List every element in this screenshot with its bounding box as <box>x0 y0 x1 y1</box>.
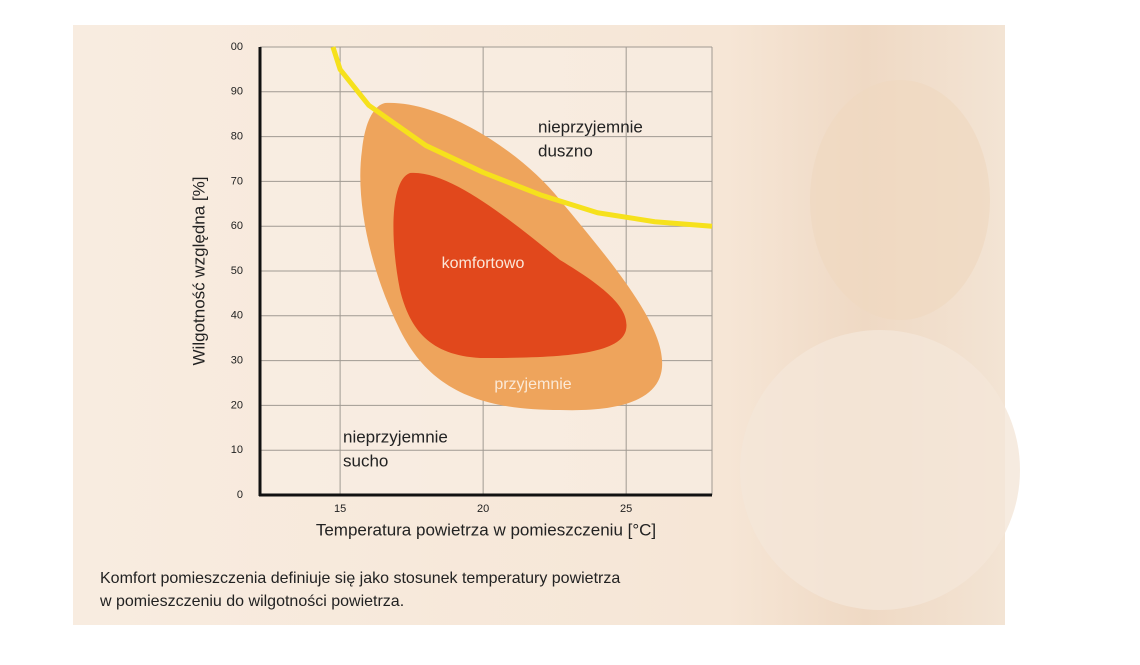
x-axis-label: Temperatura powietrza w pomieszczeniu [°… <box>316 520 656 539</box>
x-tick-label: 20 <box>477 503 489 515</box>
y-tick-label: 20 <box>231 399 243 411</box>
y-tick-label: 70 <box>231 175 243 187</box>
y-tick-label: 90 <box>231 86 243 98</box>
annotation: nieprzyjemnie <box>343 427 448 446</box>
annotation: przyjemnie <box>494 376 571 393</box>
y-axis-label: Wilgotność względna [%] <box>189 177 208 366</box>
annotation: duszno <box>538 141 593 160</box>
y-tick-label: 10 <box>231 444 243 456</box>
caption: Komfort pomieszczenia definiuje się jako… <box>100 570 620 587</box>
y-tick-label: 0 <box>237 489 243 501</box>
y-tick-label: 00 <box>231 41 243 53</box>
x-tick-label: 15 <box>334 503 346 515</box>
comfort-zone <box>393 172 627 358</box>
y-tick-label: 80 <box>231 131 243 143</box>
x-tick-label: 25 <box>620 503 632 515</box>
photo-face <box>810 80 990 320</box>
y-tick-label: 50 <box>231 265 243 277</box>
caption: w pomieszczeniu do wilgotności powietrza… <box>99 593 404 610</box>
photo-body <box>740 330 1020 610</box>
y-tick-label: 60 <box>231 220 243 232</box>
annotation: nieprzyjemnie <box>538 117 643 136</box>
y-tick-label: 40 <box>231 310 243 322</box>
annotation: sucho <box>343 451 388 470</box>
humidity-line <box>330 46 713 229</box>
y-tick-label: 30 <box>231 355 243 367</box>
annotation: komfortowo <box>442 255 525 272</box>
